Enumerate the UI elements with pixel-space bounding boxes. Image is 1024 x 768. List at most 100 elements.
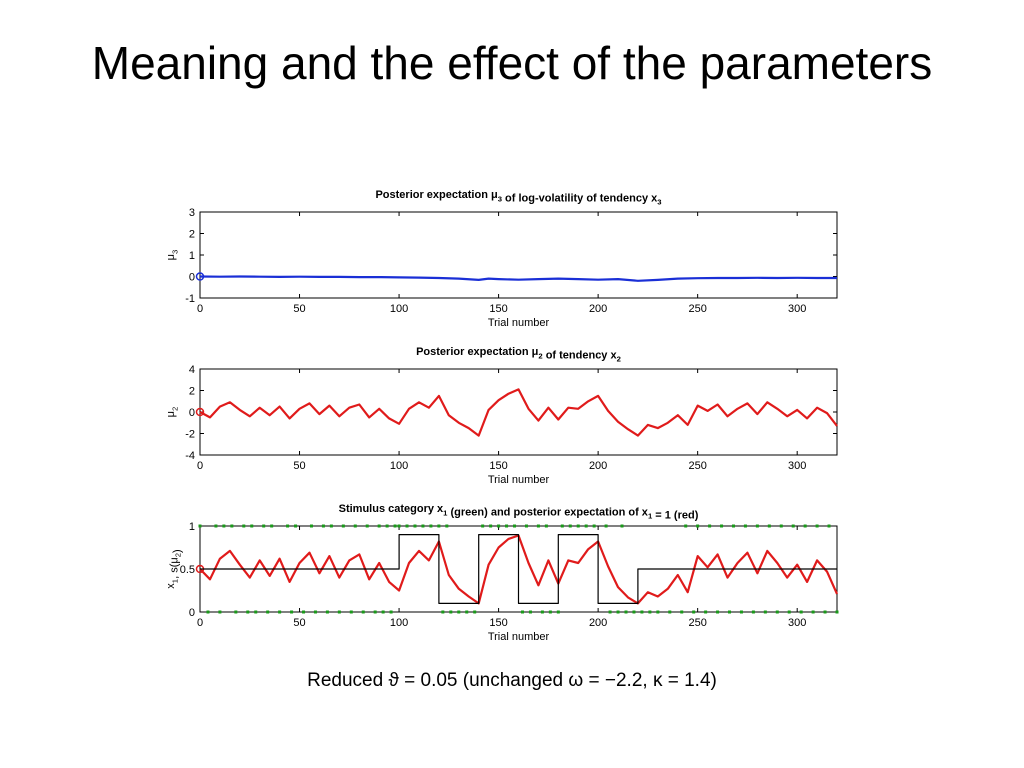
y-tick-label: 2 (189, 229, 195, 241)
data-point-x1-0 (616, 610, 620, 614)
data-point-x1-0 (449, 610, 453, 614)
data-point-x1-0 (704, 610, 708, 614)
data-point-x1-0 (290, 610, 294, 614)
data-point-x1-0 (528, 610, 532, 614)
data-point-x1-0 (520, 610, 524, 614)
data-point-x1-1 (505, 524, 509, 528)
data-point-x1-0 (648, 610, 652, 614)
y-tick-label: 1 (189, 521, 195, 533)
x-tick-label: 100 (390, 303, 408, 315)
x-tick-label: 50 (293, 460, 305, 472)
data-point-x1-0 (835, 610, 839, 614)
data-point-x1-0 (473, 610, 477, 614)
y-tick-label: 0 (189, 272, 195, 284)
data-point-x1-1 (576, 524, 580, 528)
data-point-x1-1 (779, 524, 783, 528)
data-point-x1-0 (640, 610, 644, 614)
data-point-x1-1 (755, 524, 759, 528)
y-tick-label: 3 (189, 207, 195, 219)
x-tick-label: 200 (589, 303, 607, 315)
data-point-x1-0 (389, 610, 393, 614)
data-point-x1-1 (437, 524, 441, 528)
data-point-x1-1 (321, 524, 325, 528)
data-point-x1-0 (457, 610, 461, 614)
data-point-x1-0 (751, 610, 755, 614)
data-point-x1-0 (556, 610, 560, 614)
data-point-x1-1 (214, 524, 218, 528)
y-tick-label: -2 (185, 429, 195, 441)
data-point-x1-0 (632, 610, 636, 614)
data-point-x1-0 (246, 610, 250, 614)
data-point-x1-1 (230, 524, 234, 528)
x-tick-label: 150 (489, 617, 507, 629)
data-point-x1-0 (373, 610, 377, 614)
data-point-x1-0 (325, 610, 329, 614)
data-point-x1-1 (604, 524, 608, 528)
data-point-x1-0 (302, 610, 306, 614)
data-point-x1-0 (823, 610, 827, 614)
data-point-x1-1 (536, 524, 540, 528)
x-tick-label: 50 (293, 617, 305, 629)
data-point-x1-0 (381, 610, 385, 614)
data-point-x1-1 (262, 524, 266, 528)
data-point-x1-0 (266, 610, 270, 614)
x-tick-label: 200 (589, 460, 607, 472)
data-point-x1-1 (353, 524, 357, 528)
y-tick-label: -4 (185, 450, 195, 462)
data-point-x1-0 (218, 610, 222, 614)
data-point-x1-1 (421, 524, 425, 528)
data-point-x1-0 (313, 610, 317, 614)
data-point-x1-1 (329, 524, 333, 528)
data-point-x1-0 (763, 610, 767, 614)
slide-caption: Reduced ϑ = 0.05 (unchanged ω = −2.2, κ … (307, 670, 717, 691)
data-point-x1-1 (489, 524, 493, 528)
x-axis-label: Trial number (488, 631, 550, 643)
x-tick-label: 100 (390, 460, 408, 472)
data-point-x1-0 (811, 610, 815, 614)
data-point-x1-0 (608, 610, 612, 614)
data-point-x1-1 (377, 524, 381, 528)
data-point-x1-1 (270, 524, 274, 528)
chart-title: Stimulus category x1 (green) and posteri… (339, 503, 699, 522)
data-point-x1-0 (548, 610, 552, 614)
x-tick-label: 100 (390, 617, 408, 629)
data-point-x1-1 (731, 524, 735, 528)
data-point-x1-1 (429, 524, 433, 528)
y-tick-label: 2 (189, 386, 195, 398)
x-axis-label: Trial number (488, 474, 550, 486)
series-line-2 (200, 534, 837, 604)
y-tick-label: 4 (189, 364, 195, 376)
x-tick-label: 300 (788, 617, 806, 629)
data-point-x1-1 (365, 524, 369, 528)
data-point-x1-0 (624, 610, 628, 614)
series-line-1 (199, 275, 837, 282)
series-line-1 (199, 388, 838, 437)
y-tick-label: -1 (185, 293, 195, 305)
x-tick-label: 250 (688, 303, 706, 315)
data-point-x1-1 (294, 524, 298, 528)
y-tick-label: 0 (189, 407, 195, 419)
initial-value-marker (195, 272, 205, 281)
y-tick-label: 0 (189, 607, 195, 619)
x-tick-label: 200 (589, 617, 607, 629)
data-point-x1-1 (286, 524, 290, 528)
data-point-x1-0 (361, 610, 365, 614)
data-point-x1-1 (827, 524, 831, 528)
chart-panel-3: 0 50 100 150 200 250 300 0 0.5 1 Stimulus category… (165, 503, 839, 643)
data-point-x1-1 (341, 524, 345, 528)
data-point-x1-0 (728, 610, 732, 614)
data-point-x1-1 (497, 524, 501, 528)
data-point-x1-1 (584, 524, 588, 528)
chart-title: Posterior expectation μ2 of tendency x2 (416, 346, 621, 364)
data-point-x1-0 (799, 610, 803, 614)
data-point-x1-1 (445, 524, 449, 528)
data-point-x1-1 (767, 524, 771, 528)
x-tick-label: 300 (788, 303, 806, 315)
chart-title: Posterior expectation μ3 of log-volatili… (375, 189, 661, 207)
data-point-x1-1 (413, 524, 417, 528)
data-point-x1-1 (481, 524, 485, 528)
data-point-x1-1 (524, 524, 528, 528)
data-point-x1-1 (397, 524, 401, 528)
data-point-x1-0 (716, 610, 720, 614)
